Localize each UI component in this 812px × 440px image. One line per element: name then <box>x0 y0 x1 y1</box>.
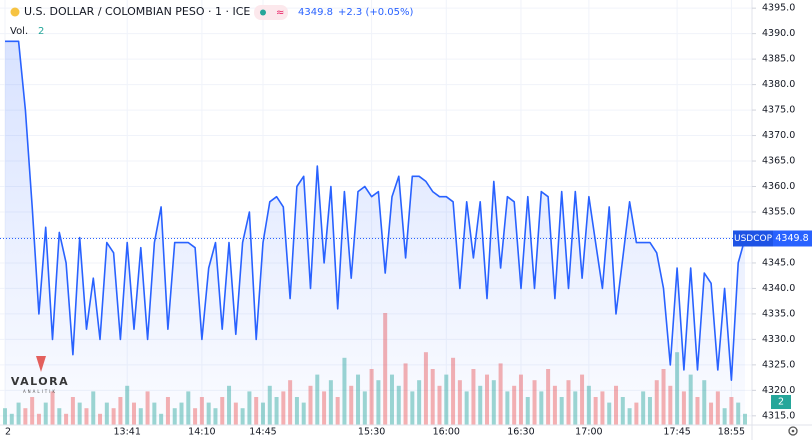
y-tick-label: 4360.0 <box>762 181 795 192</box>
watermark: VALORA ANALITIK <box>11 356 69 394</box>
x-tick-label: 15:30 <box>358 427 385 438</box>
last-tag-box <box>733 230 773 247</box>
y-tick-label: 4340.0 <box>762 283 795 294</box>
header-change: +2.3 (+0.05%) <box>338 7 414 18</box>
last-price-box <box>773 230 812 247</box>
area-fill <box>5 41 745 426</box>
y-tick-label: 4320.0 <box>762 385 795 396</box>
y-tick-label: 4390.0 <box>762 28 795 39</box>
y-tick-label: 4380.0 <box>762 79 795 90</box>
status-icon: ≈ <box>276 8 284 19</box>
last-price-label: 4349.8 <box>775 233 808 244</box>
header-last-price: 4349.8 <box>298 7 333 18</box>
settings-ring <box>788 426 798 436</box>
axes: 4315.0 4320.0 4325.0 4330.0 4335.0 4340.0 4345… <box>5 3 812 438</box>
volume-last: 2 <box>38 26 44 37</box>
price-line <box>5 40 746 381</box>
volume-label: Vol. <box>10 26 28 37</box>
symbol-title[interactable]: U.S. DOLLAR / COLOMBIAN PESO · 1 · ICE <box>24 5 250 18</box>
watermark-name: VALORA <box>11 375 69 388</box>
settings-icon[interactable] <box>788 426 798 436</box>
y-tick-label: 4355.0 <box>762 206 795 217</box>
y-tick-label: 4365.0 <box>762 156 795 167</box>
y-tick-label: 4330.0 <box>762 334 795 345</box>
y-tick-label: 4315.0 <box>762 410 795 421</box>
plot <box>0 40 752 426</box>
x-tick-label: 2 <box>5 427 11 438</box>
volume-tag-label: 2 <box>778 397 784 408</box>
x-tick-label: 17:45 <box>663 427 690 438</box>
y-tick-label: 4325.0 <box>762 359 795 370</box>
watermark-sub: ANALITIK <box>23 389 57 394</box>
x-tick-label: 14:10 <box>188 427 215 438</box>
flag-icon <box>10 7 20 17</box>
y-tick-label: 4395.0 <box>762 3 795 14</box>
y-tick-label: 4335.0 <box>762 308 795 319</box>
x-tick-label: 16:30 <box>507 427 534 438</box>
y-tick-label: 4345.0 <box>762 257 795 268</box>
volume-tag-box <box>771 395 791 409</box>
last-tag: USDCOP <box>734 234 773 244</box>
x-tick-label: 13:41 <box>114 427 141 438</box>
x-tick-label: 14:45 <box>249 427 276 438</box>
x-tick-label: 17:00 <box>575 427 602 438</box>
y-tick-label: 4385.0 <box>762 54 795 65</box>
settings-center <box>791 429 795 433</box>
status-pill[interactable] <box>254 5 288 20</box>
watermark-icon <box>36 356 46 372</box>
x-tick-label: 18:55 <box>718 427 745 438</box>
y-tick-label: 4370.0 <box>762 130 795 141</box>
status-dot <box>260 9 266 16</box>
y-tick-label: 4375.0 <box>762 105 795 116</box>
x-tick-label: 16:00 <box>433 427 460 438</box>
